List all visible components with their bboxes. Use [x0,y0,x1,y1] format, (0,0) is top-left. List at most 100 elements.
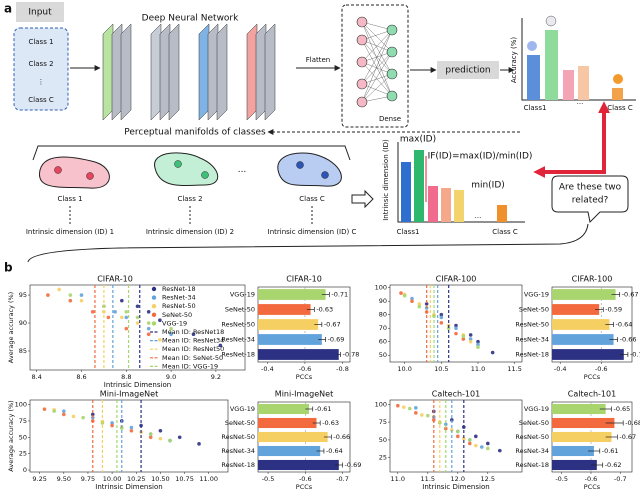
dense-layer [356,16,398,108]
x-tick-label: 9.75 [81,475,95,483]
category-label: VGG-19 [524,405,549,413]
x-tick-label: -0.8 [336,365,349,373]
value-label: -0.69 [328,336,345,344]
chart-title: Caltech-101 [432,390,480,399]
y-tick-label: 70 [379,324,387,332]
x-tick-label: 8.6 [76,373,86,381]
point [68,298,73,303]
manifold-id: Intrinsic dimension (ID) 1 [26,228,114,236]
x-axis-label: Intrinsic Dimension [95,483,162,491]
point [432,418,436,422]
point [129,428,134,433]
y-tick-label: 90 [379,297,387,305]
layer-slab [246,23,258,121]
value-label: -0.67 [324,321,341,329]
x-tick-label: 12.0 [451,475,465,483]
layer-slab [216,23,228,121]
bar [258,304,311,315]
point [135,315,140,320]
y-tick-label: 100 [375,284,387,292]
point [191,332,196,337]
y-tick-label: 75 [379,418,387,426]
point [414,411,418,415]
acc-bar [563,70,574,100]
neuron [386,46,398,58]
point [158,338,162,342]
x-tick-label: -0.6 [299,475,312,483]
manifold-labels: Class 1 Intrinsic dimension (ID) 1 Class 2… [26,195,357,236]
speech-bubble [551,175,629,224]
manifold-point [174,160,182,168]
manifold-point [54,166,62,174]
x-tick-label: 10.00 [103,475,122,483]
bar [258,459,339,471]
icon-cat [545,15,557,27]
y-tick-label: 25 [19,450,27,458]
point [146,310,151,314]
id-bar [497,205,507,222]
point [62,412,66,417]
bar [552,431,612,443]
plot-frame [389,284,523,363]
point [468,333,473,337]
icon-fish [613,74,623,84]
point [158,318,162,323]
legend-label: Mean ID: ResNet18 [162,328,224,336]
point [446,326,451,331]
point [148,432,153,436]
chart-title: Mini-ImageNet [100,390,158,399]
manifold-point [321,171,329,179]
x-tick-label: -0.7 [614,475,627,483]
y-tick-label: 95 [19,291,27,299]
y-tick-label: 50 [379,436,387,444]
acc-ylabel: Accuracy (%) [510,37,518,84]
point [468,337,473,341]
bar [258,289,326,300]
point [90,310,95,314]
x-tick-label: 10.50 [151,475,170,483]
point [486,441,490,446]
manifold-id: Intrinsic dimension (ID) C [268,228,357,236]
x-tick-label: 11.5 [421,475,435,483]
point [468,339,473,344]
point [106,315,111,320]
value-label: -0.64 [326,447,343,455]
y-tick-label: 80 [379,311,387,319]
bar [552,403,606,415]
value-label: -0.62 [605,461,622,469]
point [456,429,460,434]
x-axis-label: PCCs [296,373,313,381]
y-axis-label: Average accuracy (%) [7,400,15,471]
connection [361,83,393,97]
point [168,438,172,443]
point [410,299,414,304]
bar [258,319,319,330]
point [450,418,454,422]
point [450,428,454,432]
x-tick-label: 9.0 [166,373,176,381]
id-category: ··· [475,214,482,222]
plot-frame [389,399,523,473]
value-label: -0.67 [619,433,636,441]
layer-slab [102,23,114,121]
point [146,326,151,331]
point [197,442,201,446]
point [454,323,458,328]
layer-slab [168,23,180,121]
x-axis-label: Intrinsic Dimension [422,483,489,491]
layer-slab [150,23,162,121]
id-bar [441,188,451,222]
point [408,406,412,411]
x-tick-label: -0.5 [555,475,568,483]
input-box [13,27,69,111]
id-min: min(ID) [471,181,505,191]
point [439,315,444,320]
input-class: ⋮ [38,78,45,86]
point [426,413,430,418]
legend-label: SeNet-50 [162,311,192,319]
value-label: -0.69 [345,461,362,469]
category-label: ResNet-18 [221,461,255,469]
bar [552,289,616,300]
acc-bar [527,55,540,100]
legend-marker [151,286,157,292]
